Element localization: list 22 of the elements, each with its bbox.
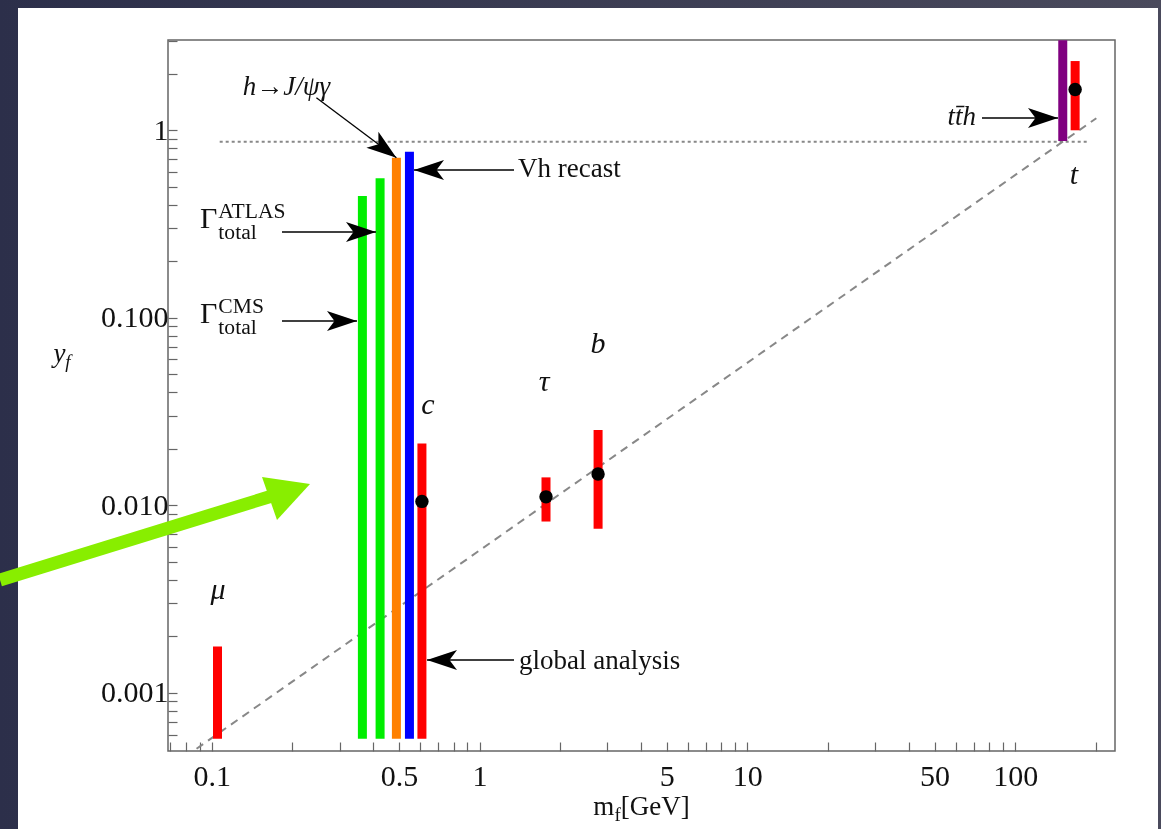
- x-tick-label: 50: [920, 758, 951, 792]
- x-axis-title: m$_{f}$[GeV]: [593, 790, 690, 826]
- annotation: tt̄h: [947, 100, 976, 131]
- x-tick-label: 1: [472, 758, 488, 792]
- y-tick-label: 0.010: [101, 487, 169, 521]
- x-tick-label: 100: [993, 758, 1039, 792]
- annotation: t: [1069, 157, 1079, 190]
- x-tick-label: 10: [732, 758, 763, 792]
- annotation: b: [590, 326, 606, 359]
- annotation: h→J/ψγ: [242, 70, 331, 101]
- x-tick-label: 5: [659, 758, 675, 792]
- annotation: global analysis: [519, 644, 681, 675]
- annotation: c: [421, 387, 435, 420]
- y-tick-label: 0.100: [101, 300, 169, 334]
- annotation: μ: [210, 572, 226, 605]
- y-axis-title: y$_{f}$: [53, 337, 71, 372]
- x-tick-label: 0.5: [380, 758, 419, 792]
- y-tick-label: 1: [153, 112, 169, 146]
- annotation: τ: [538, 364, 550, 397]
- x-tick-label: 0.1: [193, 758, 232, 792]
- annotation: Vh recast: [518, 152, 621, 183]
- y-tick-label: 0.001: [101, 675, 169, 709]
